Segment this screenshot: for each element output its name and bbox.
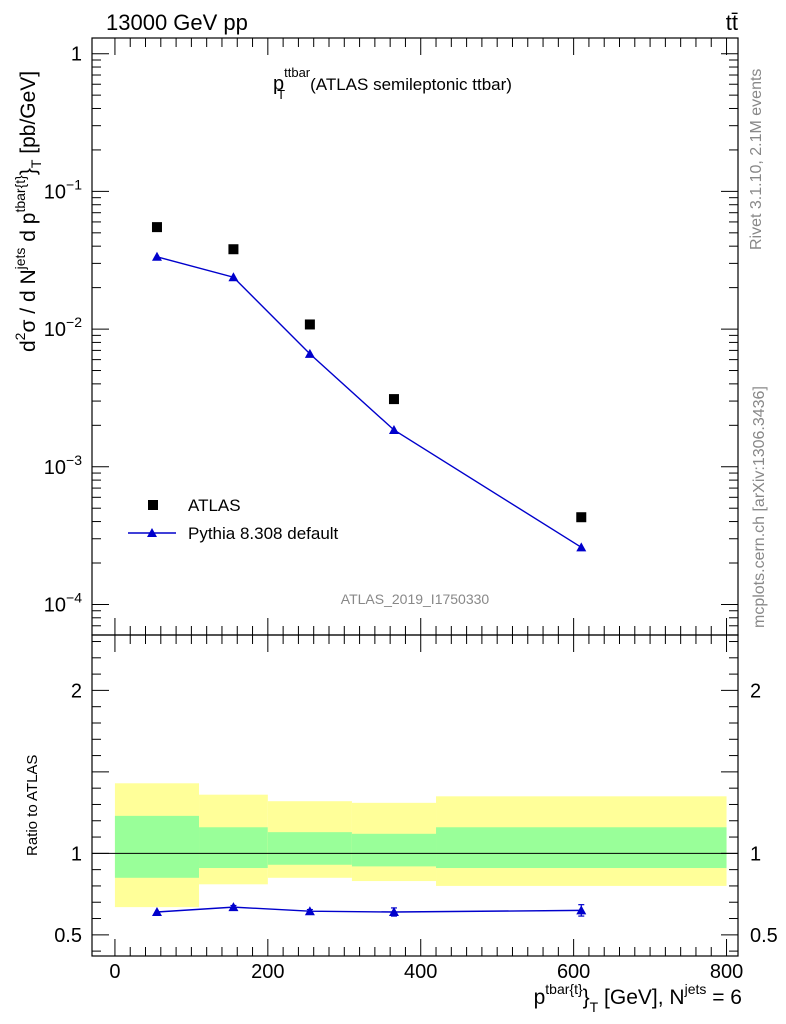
ratio-frame [91, 634, 739, 957]
ratio-y-tick-label-right: 0.5 [750, 925, 778, 947]
main-y-tick-label: 10−4 [44, 589, 82, 616]
main-y-label: d2σ / d Njets d ptbar{t}}T [pb/GeV] [12, 71, 44, 352]
pythia-ratio-point [576, 905, 587, 915]
rivet-label: Rivet 3.1.10, 2.1M events [748, 69, 765, 250]
main-y-tick-label: 1 [71, 44, 82, 66]
ratio-y-tick-label: 2 [71, 680, 82, 702]
x-tick-label: 200 [251, 961, 284, 983]
pythia-data-point [151, 251, 162, 261]
main-y-tick-label: 10−1 [44, 176, 82, 203]
x-tick-label: 600 [557, 961, 590, 983]
analysis-watermark: ATLAS_2019_I1750330 [341, 591, 490, 607]
x-axis-label: ptbar{t}}T [GeV], Njets = 6 [534, 981, 742, 1015]
legend-marker-pythia [147, 528, 157, 537]
energy-label: 13000 GeV pp [106, 10, 248, 35]
stat-band-green [199, 827, 268, 869]
pythia-ratio-point [304, 906, 315, 916]
atlas-data-point [151, 222, 162, 233]
legend-marker-atlas [148, 500, 158, 510]
main-frame [91, 37, 739, 636]
mcplots-label: mcplots.cern.ch [arXiv:1306.3436] [751, 386, 768, 628]
pythia-ratio-point [228, 902, 239, 912]
main-y-tick-label: 10−3 [44, 452, 82, 479]
pythia-ratio-point [151, 907, 162, 917]
ratio-y-tick-label-right: 2 [750, 680, 761, 702]
ratio-y-tick-label: 1 [71, 843, 82, 865]
stat-band-green [351, 833, 437, 867]
process-label: tt̄ [726, 10, 738, 35]
pythia-data-point [388, 424, 399, 434]
ratio-y-label: Ratio to ATLAS [24, 755, 41, 856]
main-y-tick-label: 10−2 [44, 314, 82, 341]
legend-label-atlas: ATLAS [188, 496, 241, 515]
pythia-data-point [304, 348, 315, 358]
legend: ATLAS Pythia 8.308 default [128, 496, 339, 543]
stat-band-green [114, 815, 200, 878]
main-panel: 1 10−1 10−2 10−3 10−4 [44, 37, 739, 636]
x-tick-label: 0 [109, 961, 120, 983]
pythia-ratio-point [388, 907, 399, 917]
atlas-data-point [228, 244, 239, 255]
stat-band-green [436, 827, 727, 869]
ratio-y-tick-label: 0.5 [54, 925, 82, 947]
atlas-data-point [388, 394, 399, 405]
pythia-data-point [228, 272, 239, 282]
atlas-data-point [304, 319, 315, 330]
atlas-data-point [576, 512, 587, 523]
x-tick-label: 400 [404, 961, 437, 983]
ratio-y-tick-label-right: 1 [750, 843, 761, 865]
pythia-ratio-line [156, 906, 582, 913]
ratio-panel: 0 200 400 600 800 0.5 0.5 1 1 2 2 [54, 634, 778, 983]
stat-band-green [267, 832, 352, 865]
legend-label-pythia: Pythia 8.308 default [188, 524, 339, 543]
pythia-data-point [576, 542, 587, 552]
x-tick-label: 800 [710, 961, 743, 983]
main-title: pttbar T(ATLAS semileptonic ttbar) [273, 65, 512, 102]
